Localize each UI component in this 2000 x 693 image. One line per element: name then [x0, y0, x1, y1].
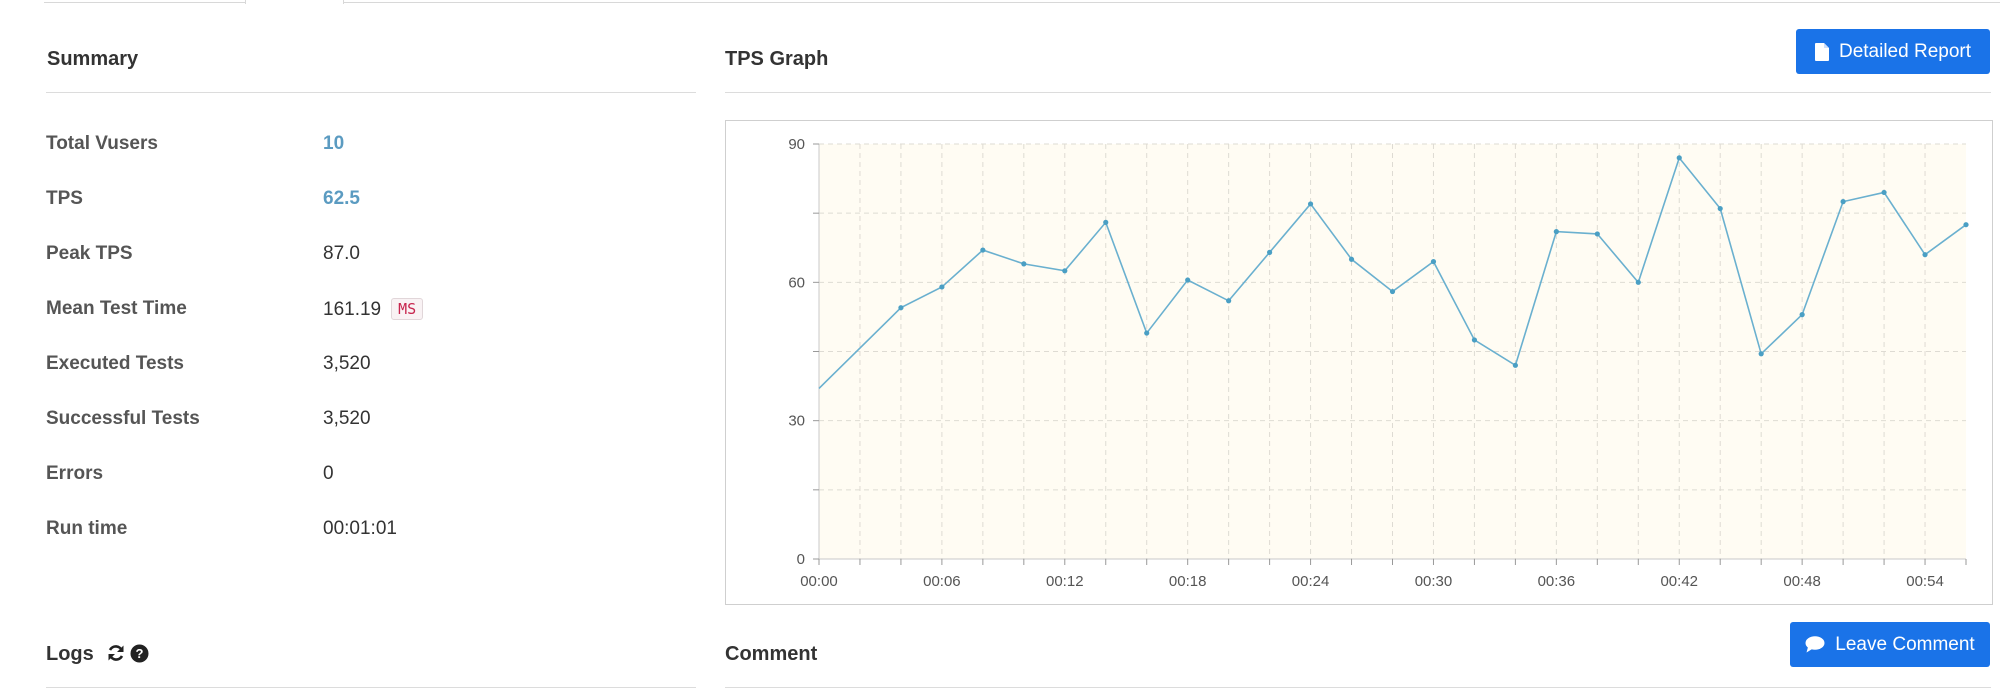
tps-line-chart: 0 30 60 90 00:00 00:06 00:12 00:18 00:24 00:30 00:… [788, 136, 1969, 590]
data-point [1881, 189, 1887, 196]
data-point [1103, 219, 1109, 225]
summary-row: Total Vusers 10 [46, 133, 696, 173]
y-tick-label: 60 [788, 274, 805, 291]
summary-row: Errors 0 [46, 463, 696, 503]
x-tick-label: 00:48 [1783, 573, 1821, 590]
data-point [1185, 277, 1191, 283]
summary-value-text: 3,520 [323, 353, 371, 374]
tps-chart: 0 30 60 90 00:00 00:06 00:12 00:18 00:24 00:30 00:… [725, 120, 1993, 605]
summary-value-text: 10 [323, 133, 345, 154]
summary-row: Run time 00:01:01 [46, 518, 696, 558]
data-point [1840, 199, 1846, 205]
data-point [1267, 249, 1273, 255]
data-point [1144, 330, 1150, 336]
summary-value-text: 0 [323, 463, 334, 484]
tps-graph-divider [725, 92, 1991, 93]
data-point [1594, 231, 1600, 237]
data-point [1512, 362, 1518, 368]
svg-text:?: ? [136, 646, 144, 661]
summary-title: Summary [47, 48, 139, 70]
data-point [939, 284, 945, 290]
tab-underline [343, 2, 2000, 3]
x-tick-label: 00:36 [1538, 573, 1576, 590]
file-icon [1814, 42, 1829, 61]
summary-label: TPS [46, 188, 83, 209]
summary-value-text: 3,520 [323, 408, 371, 429]
data-point [1676, 155, 1682, 161]
summary-value: 10 [323, 133, 344, 155]
data-point [1348, 256, 1355, 262]
summary-label: Run time [46, 518, 128, 539]
data-point [1553, 229, 1559, 235]
summary-value: 3,520 [323, 353, 371, 375]
data-point [1389, 288, 1396, 295]
summary-label: Peak TPS [46, 243, 133, 264]
data-point [1922, 252, 1928, 258]
data-point [1758, 351, 1764, 357]
summary-value: 62.5 [323, 188, 360, 210]
comment-divider [725, 687, 1991, 688]
data-point [1430, 258, 1437, 265]
summary-row: Successful Tests 3,520 [46, 408, 696, 448]
data-point [1717, 205, 1723, 212]
summary-row: Executed Tests 3,520 [46, 353, 696, 393]
summary-label: Executed Tests [46, 353, 184, 374]
unit-badge: MS [391, 298, 424, 320]
summary-value-text: 87.0 [323, 243, 360, 264]
summary-divider [46, 92, 696, 93]
tab-divider [245, 0, 246, 4]
question-circle-icon[interactable]: ? [130, 644, 149, 663]
summary-value: 3,520 [323, 408, 371, 430]
comment-icon [1805, 636, 1825, 653]
summary-label: Successful Tests [46, 408, 200, 429]
summary-value-text: 62.5 [323, 188, 360, 209]
x-tick-label: 00:18 [1169, 573, 1207, 590]
data-point [898, 305, 904, 311]
x-tick-label: 00:12 [1046, 573, 1084, 590]
summary-value: 87.0 [323, 243, 360, 265]
x-tick-label: 00:24 [1292, 573, 1330, 590]
data-point [1963, 222, 1969, 228]
summary-value-text: 161.19 [323, 299, 382, 320]
logs-divider [46, 687, 696, 688]
data-point [980, 247, 986, 253]
data-point [1471, 337, 1478, 343]
summary-label: Total Vusers [46, 133, 158, 154]
data-point [1021, 261, 1027, 267]
data-point [1635, 279, 1641, 285]
tps-series-line [818, 156, 1967, 389]
tab-strip [0, 0, 2000, 4]
data-point [1307, 201, 1314, 207]
data-point [1062, 268, 1068, 274]
data-point [1226, 298, 1232, 304]
leave-comment-button[interactable]: Leave Comment [1790, 622, 1990, 667]
x-tick-label: 00:30 [1415, 573, 1453, 590]
summary-label: Errors [46, 463, 104, 484]
y-tick-label: 90 [788, 136, 805, 153]
detailed-report-button[interactable]: Detailed Report [1796, 29, 1990, 74]
logs-title: Logs [46, 643, 94, 665]
tps-graph-title: TPS Graph [725, 48, 829, 70]
summary-row: Mean Test Time 161.19 MS [46, 298, 696, 338]
summary-value: 161.19 MS [323, 298, 424, 321]
detailed-report-label: Detailed Report [1838, 40, 1972, 62]
summary-value: 00:01:01 [323, 518, 397, 540]
leave-comment-label: Leave Comment [1835, 633, 1975, 655]
x-tick-label: 00:06 [923, 573, 961, 590]
x-tick-label: 00:00 [800, 573, 838, 590]
data-point [1799, 312, 1805, 318]
tab-underline [44, 2, 246, 3]
x-tick-label: 00:54 [1906, 573, 1944, 590]
summary-value: 0 [323, 463, 334, 485]
x-tick-label: 00:42 [1660, 573, 1698, 590]
y-tick-label: 0 [797, 551, 805, 568]
logs-controls: ? [106, 643, 149, 663]
summary-row: Peak TPS 87.0 [46, 243, 696, 283]
summary-value-text: 00:01:01 [323, 518, 397, 539]
summary-row: TPS 62.5 [46, 188, 696, 228]
summary-label: Mean Test Time [46, 298, 187, 319]
y-tick-label: 30 [788, 413, 805, 430]
comment-title: Comment [725, 643, 818, 665]
refresh-icon[interactable] [106, 643, 126, 663]
